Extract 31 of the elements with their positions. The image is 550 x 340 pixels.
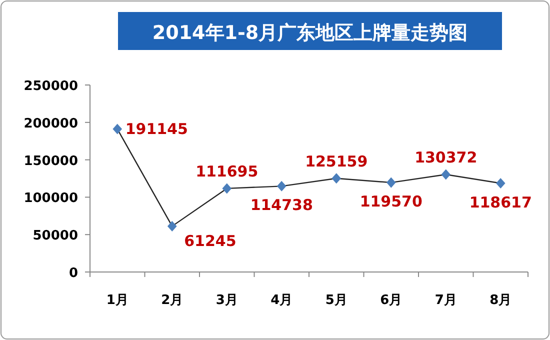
x-tick-label: 6月 (380, 293, 402, 308)
y-tick-label: 50000 (32, 228, 78, 244)
x-tick-label: 7月 (434, 293, 457, 308)
point (168, 221, 177, 232)
data-label: 114738 (250, 196, 313, 214)
point (222, 183, 232, 194)
data-label: 130372 (414, 148, 478, 166)
data-label: 111695 (196, 162, 258, 180)
data-label: 191145 (125, 120, 188, 138)
data-label: 125159 (305, 152, 368, 170)
x-tick-label: 3月 (216, 293, 238, 308)
x-tick-label: 4月 (270, 293, 293, 308)
chart-title: 2014年1-8月广东地区上牌量走势图 (152, 22, 468, 44)
point (112, 124, 122, 134)
x-tick-label: 2月 (161, 293, 184, 308)
y-tick-label: 0 (68, 266, 78, 281)
data-label: 61245 (184, 232, 236, 250)
y-tick-label: 250000 (24, 79, 78, 94)
point (496, 178, 506, 188)
point (386, 178, 396, 188)
x-tick-label: 5月 (325, 293, 348, 308)
y-tick-label: 150000 (24, 154, 78, 169)
x-tick-label: 1月 (106, 293, 128, 308)
x-tick-label: 8月 (490, 293, 512, 308)
data-label: 119570 (360, 192, 422, 211)
point (441, 169, 450, 180)
point (277, 181, 286, 192)
y-tick-label: 200000 (24, 116, 78, 132)
point (332, 173, 341, 184)
y-tick-label: 100000 (24, 191, 78, 206)
data-label: 118617 (469, 193, 532, 212)
